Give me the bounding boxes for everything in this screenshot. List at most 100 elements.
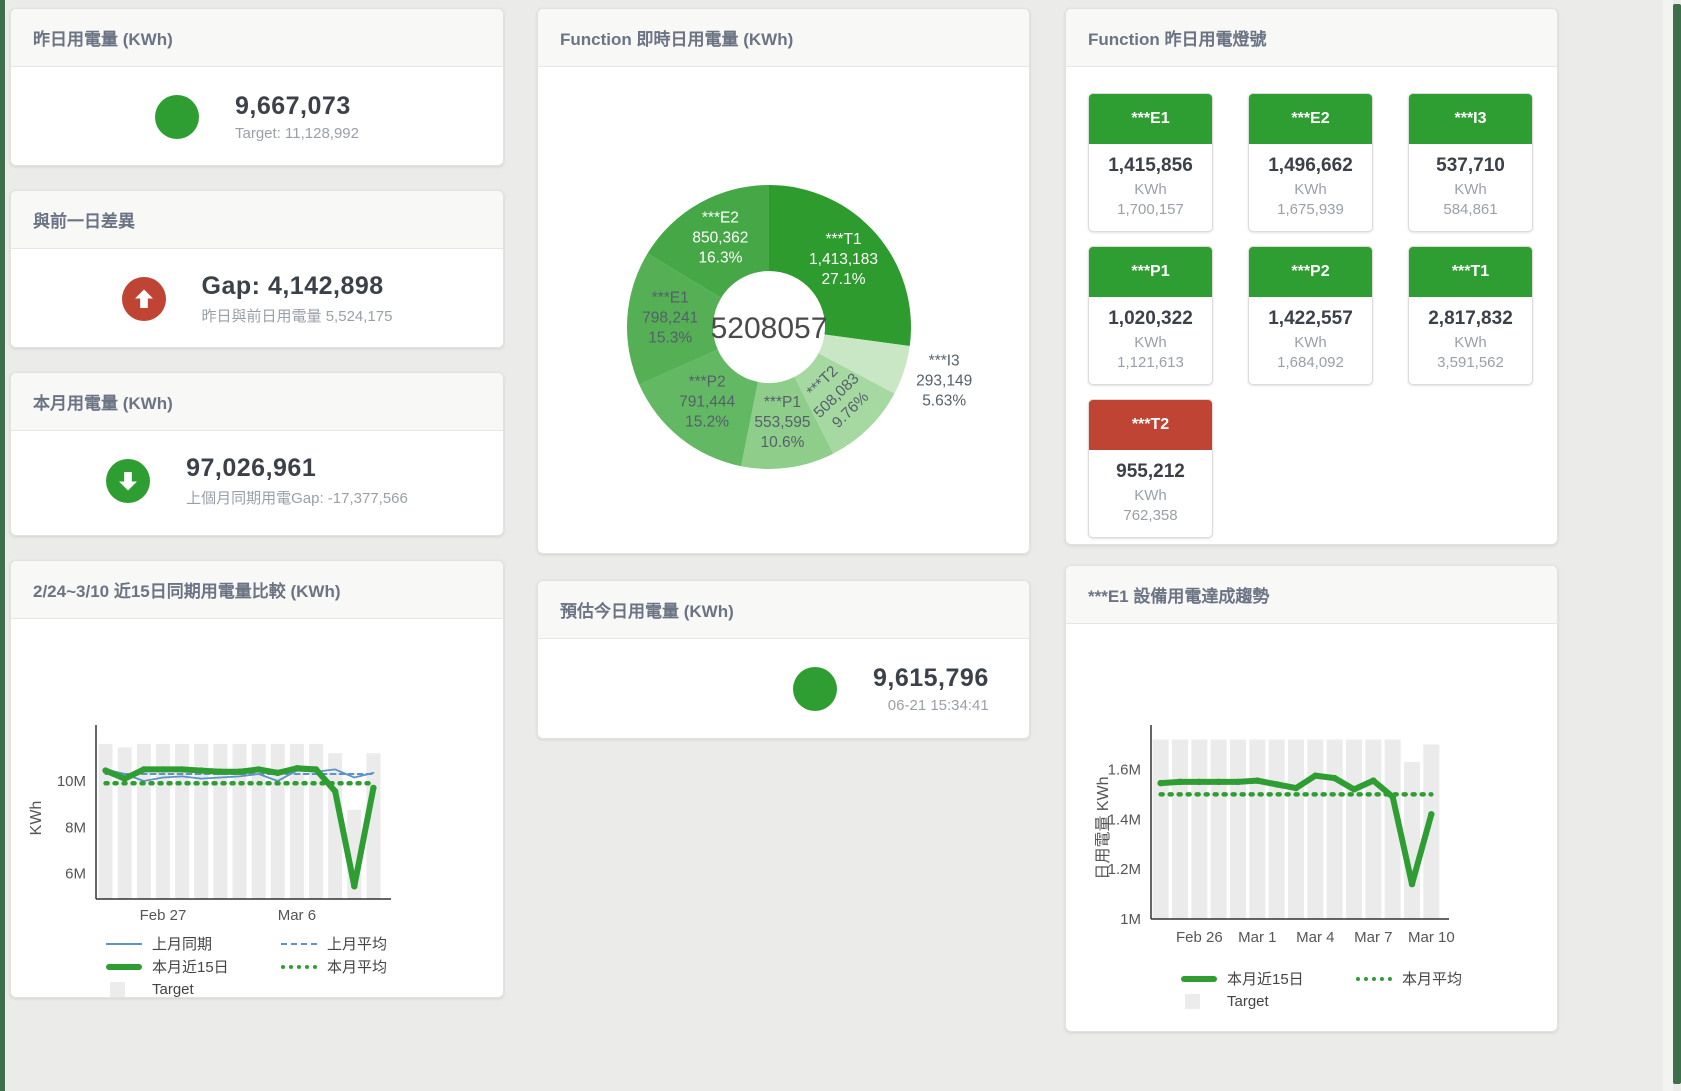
legend-item[interactable]: 上月同期: [106, 932, 281, 955]
target-bar[interactable]: [1384, 739, 1401, 919]
legend-item[interactable]: Target: [1181, 990, 1356, 1013]
tile-target: 1,121,613: [1117, 354, 1184, 371]
tile-body: 1,422,557 KWh 1,684,092: [1249, 297, 1372, 384]
target-bar[interactable]: [1172, 739, 1188, 919]
series-marker: [370, 784, 377, 792]
kpi-subtitle: 昨日與前日用電量 5,524,175: [201, 308, 393, 325]
legend-item[interactable]: Target: [106, 978, 281, 997]
target-bar[interactable]: [232, 743, 247, 899]
tile-header: ***P2: [1249, 247, 1372, 297]
slice-label: ***P2 791,444 15.2%: [679, 373, 735, 430]
x-tick-label: Mar 7: [1354, 929, 1392, 946]
legend-item[interactable]: 本月近15日: [106, 955, 281, 978]
tile-header: ***I3: [1409, 94, 1532, 144]
target-bar[interactable]: [1346, 739, 1362, 919]
target-bar[interactable]: [98, 743, 113, 899]
light-tile: ***P1 1,020,322 KWh 1,121,613: [1088, 246, 1213, 385]
card-title: Function 昨日用電燈號: [1066, 9, 1557, 67]
donut-slice-T1[interactable]: [769, 185, 911, 346]
target-bar[interactable]: [1307, 739, 1324, 919]
legend-item[interactable]: 本月平均: [1356, 967, 1531, 990]
x-tick-label: Mar 10: [1408, 929, 1455, 946]
light-tile: ***T2 955,212 KWh 762,358: [1088, 399, 1213, 538]
compare-chart-body: 6M 8M 10M Feb 27 Mar 6 KWh 上月同期 上月平均 本月近15日 本月平均…: [11, 619, 503, 997]
donut-body: ***T1 1,413,183 27.1% ***I3 293,149 5.63% ***T…: [538, 67, 1029, 554]
tile-target: 1,684,092: [1277, 354, 1344, 371]
trend-line-chart[interactable]: 1M 1.2M 1.4M 1.6M Feb 26 Mar 1 Mar 4 Mar 7 Mar 1…: [1066, 624, 1555, 960]
target-bar[interactable]: [1423, 744, 1440, 919]
target-bar[interactable]: [1365, 739, 1382, 919]
target-bar[interactable]: [270, 743, 285, 899]
target-bar[interactable]: [117, 747, 132, 899]
target-bar[interactable]: [1191, 739, 1208, 919]
series-marker: [236, 768, 243, 775]
slice-label: ***E2 850,362 16.3%: [692, 210, 748, 267]
donut-slice-P2[interactable]: [639, 349, 758, 467]
card-title: Function 即時日用電量 (KWh): [538, 9, 1029, 67]
target-bar[interactable]: [1268, 739, 1285, 919]
card-title: 昨日用電量 (KWh): [11, 9, 503, 67]
series-marker: [102, 767, 109, 774]
series-marker: [1408, 880, 1416, 888]
tile-body: 1,496,662 KWh 1,675,939: [1249, 144, 1372, 231]
scrollbar-track[interactable]: [1663, 0, 1681, 1091]
legend-label: Target: [1227, 993, 1269, 1010]
legend-item[interactable]: 本月平均: [281, 955, 456, 978]
series-marker: [1196, 778, 1203, 786]
lights-grid: ***E1 1,415,856 KWh 1,700,157 ***E2 1,496,662…: [1066, 67, 1557, 538]
target-bar[interactable]: [1288, 739, 1304, 919]
series-line[interactable]: [104, 768, 375, 782]
target-bar[interactable]: [194, 743, 209, 899]
series-marker: [1370, 777, 1377, 784]
series-marker: [1428, 811, 1435, 818]
donut-slice-E2[interactable]: [647, 185, 769, 298]
legend-item[interactable]: 上月平均: [281, 932, 456, 955]
tile-unit: KWh: [1454, 181, 1487, 198]
legend-item[interactable]: 本月近15日: [1181, 967, 1356, 990]
target-bar[interactable]: [213, 743, 228, 899]
legend-swatch-green-thick: [106, 963, 142, 970]
light-tile: ***T1 2,817,832 KWh 3,591,562: [1408, 246, 1533, 385]
target-bar[interactable]: [1326, 739, 1343, 919]
series-marker: [1292, 784, 1300, 792]
tile-unit: KWh: [1134, 487, 1167, 504]
arrow-up-icon: [121, 277, 166, 321]
kpi-text: 9,615,796 06-21 15:34:41: [873, 664, 989, 714]
series-marker: [293, 765, 301, 772]
tile-value: 955,212: [1116, 461, 1185, 482]
donut-chart[interactable]: ***T1 1,413,183 27.1%***I3 293,149 5.63%***T…: [538, 67, 1027, 554]
kpi-value: Gap: 4,142,898: [201, 272, 384, 300]
target-bar[interactable]: [366, 753, 381, 899]
donut-slice-E1[interactable]: [627, 253, 722, 385]
y-tick-label: 1.2M: [1108, 861, 1141, 878]
series-marker: [1331, 774, 1338, 782]
series-marker: [1215, 778, 1222, 786]
target-bar[interactable]: [1230, 739, 1246, 919]
compare-line-chart[interactable]: 6M 8M 10M Feb 27 Mar 6 KWh: [11, 619, 501, 925]
series-marker: [312, 766, 320, 773]
tile-body: 1,415,856 KWh 1,700,157: [1089, 144, 1212, 231]
card-title: 本月用電量 (KWh): [11, 373, 503, 431]
tile-unit: KWh: [1454, 334, 1487, 351]
donut-slice-T2[interactable]: [794, 353, 895, 454]
legend-swatch-green-dot: [1356, 976, 1392, 981]
light-tile: ***P2 1,422,557 KWh 1,684,092: [1248, 246, 1373, 385]
target-bar[interactable]: [1404, 761, 1420, 919]
donut-slice-I3[interactable]: [818, 334, 910, 394]
kpi-text: 97,026,961 上個月同期用電Gap: -17,377,566: [186, 454, 408, 508]
card-day-gap: 與前一日差異 Gap: 4,142,898 昨日與前日用電量 5,524,175: [10, 190, 504, 348]
scrollbar-thumb[interactable]: [1673, 4, 1681, 1085]
donut-slice-P1[interactable]: [741, 376, 834, 469]
tile-body: 2,817,832 KWh 3,591,562: [1409, 297, 1532, 384]
target-bar[interactable]: [1249, 739, 1266, 919]
series-marker: [274, 769, 281, 777]
series-marker: [159, 766, 167, 773]
kpi-text: Gap: 4,142,898 昨日與前日用電量 5,524,175: [202, 272, 393, 326]
tile-target: 1,675,939: [1277, 201, 1344, 218]
legend-swatch-gray-box: [110, 982, 125, 997]
target-bar[interactable]: [1152, 739, 1169, 919]
tile-unit: KWh: [1294, 181, 1327, 198]
target-bar[interactable]: [1210, 739, 1227, 919]
x-tick-label: Mar 4: [1296, 929, 1334, 946]
